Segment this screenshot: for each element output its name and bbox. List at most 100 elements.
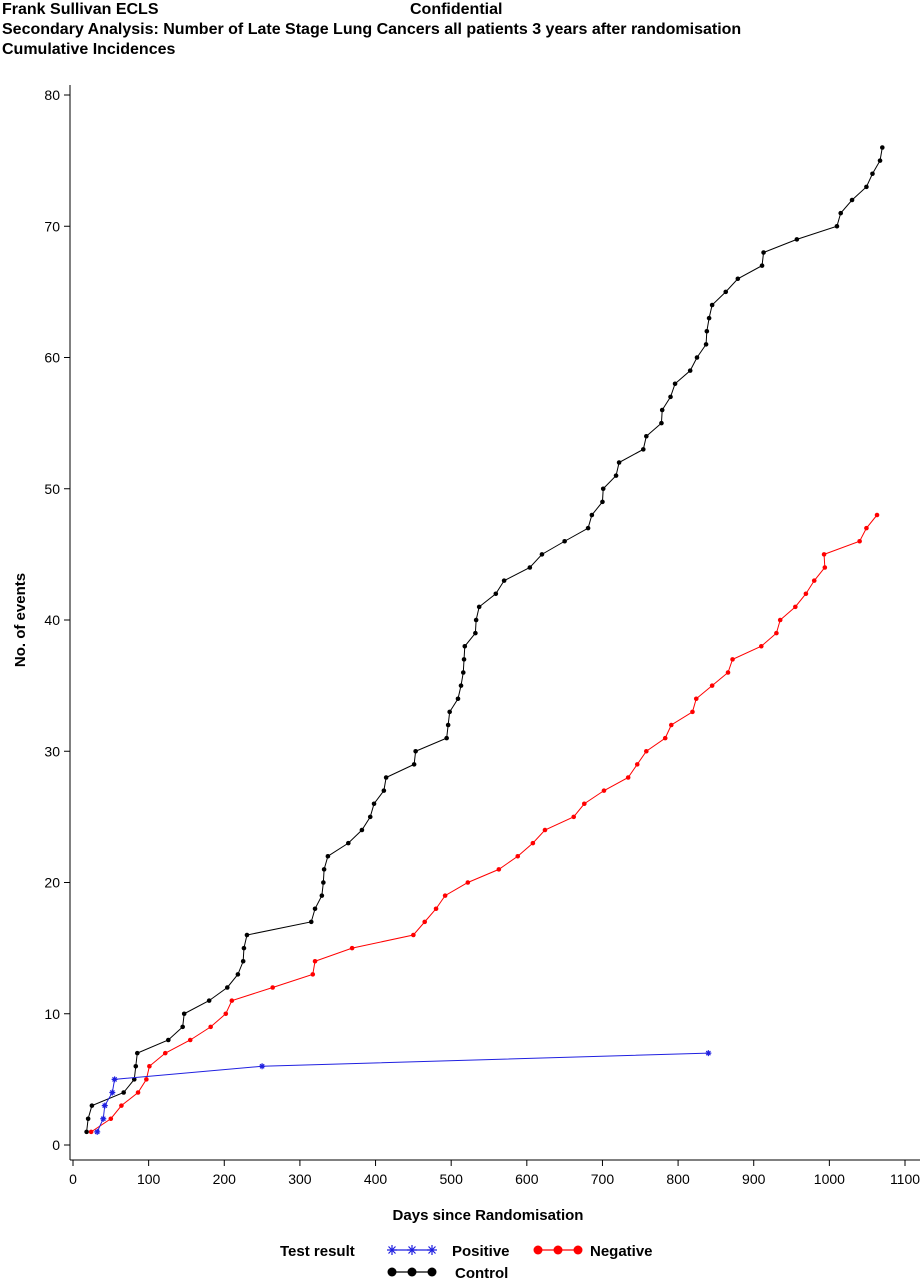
data-point	[493, 591, 499, 597]
data-point	[244, 932, 250, 938]
data-point	[462, 643, 468, 649]
data-point	[849, 197, 855, 203]
data-point	[383, 775, 389, 780]
data-point	[180, 1024, 185, 1030]
data-point	[821, 552, 827, 557]
data-point	[367, 814, 373, 820]
data-point	[761, 250, 766, 255]
data-point	[662, 735, 668, 741]
data-point	[687, 368, 693, 373]
data-point	[864, 184, 869, 190]
legend-marker	[387, 1245, 397, 1255]
data-point	[312, 906, 318, 912]
data-point	[240, 958, 246, 964]
data-point	[693, 696, 699, 702]
data-point	[616, 460, 622, 465]
data-point	[644, 433, 649, 439]
data-point	[346, 840, 351, 846]
data-point	[413, 748, 418, 754]
series-line	[86, 147, 883, 1132]
legend-label: Negative	[590, 1243, 653, 1260]
data-point	[571, 814, 577, 820]
x-tick-label: 500	[440, 1171, 464, 1187]
chart-title: Secondary Analysis: Number of Late Stage…	[2, 21, 741, 38]
data-point	[422, 919, 428, 925]
data-point	[672, 381, 678, 387]
legend-marker	[427, 1245, 437, 1255]
legend-marker	[387, 1267, 397, 1277]
data-point	[539, 552, 545, 557]
data-point	[694, 355, 700, 360]
data-point	[640, 447, 646, 452]
data-point	[121, 1090, 126, 1095]
data-point	[85, 1116, 91, 1122]
series-line	[90, 514, 878, 1133]
data-point	[411, 932, 416, 938]
data-point	[144, 1077, 149, 1082]
data-point	[349, 945, 355, 951]
data-point	[89, 1103, 95, 1108]
data-point	[625, 775, 631, 780]
data-point	[359, 827, 365, 833]
data-point	[206, 998, 212, 1003]
x-tick-label: 100	[137, 1171, 161, 1187]
data-point	[321, 867, 327, 872]
data-point	[135, 1090, 141, 1095]
data-point	[530, 840, 536, 846]
x-tick-label: 0	[69, 1171, 77, 1187]
data-point	[703, 342, 709, 347]
data-point	[455, 696, 461, 702]
data-point	[874, 512, 880, 518]
data-point	[109, 1089, 116, 1096]
data-point	[181, 1011, 187, 1017]
data-point	[100, 1115, 107, 1122]
x-tick-label: 200	[213, 1171, 237, 1187]
star-shape	[705, 1050, 712, 1057]
data-point	[758, 643, 764, 649]
legend-title: Test result	[280, 1243, 355, 1260]
y-tick-label: 30	[44, 743, 60, 759]
y-tick-label: 50	[44, 481, 60, 497]
star-shape	[259, 1063, 266, 1070]
data-point	[433, 906, 439, 912]
legend-label: Control	[455, 1265, 508, 1280]
x-tick-label: 800	[666, 1171, 690, 1187]
data-point	[803, 591, 809, 597]
data-point	[229, 998, 235, 1003]
data-point	[319, 893, 325, 898]
data-point	[759, 263, 765, 268]
data-point	[864, 525, 869, 531]
data-point	[634, 762, 640, 767]
data-point	[476, 604, 482, 610]
data-point	[308, 919, 314, 925]
data-point	[730, 657, 735, 662]
x-tick-label: 300	[288, 1171, 312, 1187]
data-point	[84, 1129, 89, 1135]
data-point	[312, 958, 318, 964]
y-tick-label: 60	[44, 350, 60, 366]
x-tick-label: 900	[742, 1171, 766, 1187]
data-point	[119, 1103, 124, 1108]
data-point	[447, 709, 452, 715]
data-point	[735, 276, 741, 282]
data-point	[411, 762, 417, 767]
chart-subtitle: Cumulative Incidences	[2, 41, 175, 58]
data-point	[88, 1129, 94, 1135]
data-point	[668, 394, 673, 400]
data-point	[187, 1037, 193, 1043]
data-point	[473, 617, 479, 623]
data-point	[644, 748, 649, 754]
data-point	[709, 683, 715, 688]
x-tick-label: 600	[515, 1171, 539, 1187]
y-tick-label: 70	[44, 218, 60, 234]
data-point	[270, 985, 275, 990]
star-shape	[94, 1128, 101, 1135]
data-point	[496, 867, 502, 872]
header-left: Frank Sullivan ECLS	[2, 1, 159, 18]
data-point	[444, 735, 449, 741]
y-axis-label: No. of events	[12, 573, 29, 667]
star-shape	[101, 1102, 108, 1109]
star-shape	[427, 1245, 437, 1255]
header-center: Confidential	[410, 1, 502, 18]
x-axis-label: Days since Randomisation	[393, 1207, 584, 1224]
